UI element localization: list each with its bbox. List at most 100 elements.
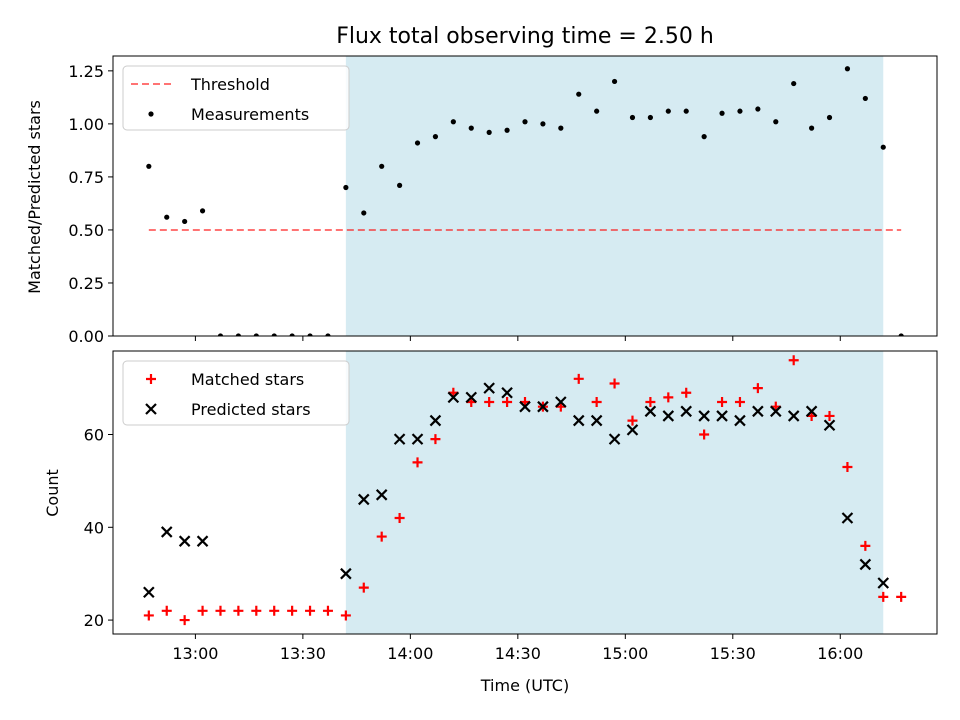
data-point xyxy=(143,610,154,621)
data-point xyxy=(178,535,191,547)
y-tick-label: 0.25 xyxy=(68,274,104,293)
data-point xyxy=(394,513,405,524)
y-tick-label: 40 xyxy=(84,518,104,537)
upper-plot-content xyxy=(146,56,904,336)
axes-frame xyxy=(112,55,938,337)
data-point xyxy=(196,535,209,547)
data-point xyxy=(752,405,764,418)
data-point xyxy=(305,605,316,616)
data-point xyxy=(251,605,262,616)
data-point xyxy=(896,591,907,602)
data-point xyxy=(358,582,369,593)
legend-label: Threshold xyxy=(190,75,270,94)
data-point xyxy=(182,218,188,225)
legend-label: Predicted stars xyxy=(191,400,311,419)
data-point xyxy=(558,125,564,131)
lower-y-axis-label: Count xyxy=(43,469,62,517)
data-point xyxy=(484,397,495,408)
data-point xyxy=(235,333,241,336)
data-point xyxy=(502,397,513,408)
data-point xyxy=(770,405,782,418)
data-point xyxy=(519,400,531,413)
data-point xyxy=(447,391,460,404)
data-point xyxy=(271,333,277,336)
data-point xyxy=(844,66,851,72)
data-point xyxy=(626,424,639,436)
data-point xyxy=(287,605,298,616)
legend-box xyxy=(122,65,350,131)
lower-plot-content xyxy=(143,351,907,634)
data-point xyxy=(665,108,671,114)
data-point xyxy=(343,184,349,191)
data-point xyxy=(322,605,333,616)
data-point xyxy=(199,208,206,214)
data-point xyxy=(269,605,280,616)
legend-label: Measurements xyxy=(191,105,309,124)
legend-matched-swatch xyxy=(146,374,156,384)
y-tick-label: 20 xyxy=(84,611,104,630)
data-point xyxy=(358,493,370,506)
data-point xyxy=(412,457,423,468)
data-point xyxy=(841,512,854,524)
data-point xyxy=(594,108,600,114)
data-point xyxy=(880,144,886,150)
upper-legend: Threshold Measurements xyxy=(122,65,350,131)
data-point xyxy=(289,333,295,336)
data-point xyxy=(143,586,155,599)
data-point xyxy=(432,134,439,140)
data-point xyxy=(862,95,868,102)
data-point xyxy=(860,540,871,551)
data-point xyxy=(859,558,872,571)
measurements-series xyxy=(146,66,904,336)
data-point xyxy=(681,387,692,398)
data-point xyxy=(752,383,763,394)
figure-title: Flux total observing time = 2.50 h xyxy=(336,24,714,49)
data-point xyxy=(465,391,478,404)
data-point xyxy=(716,410,728,422)
data-point xyxy=(522,119,528,125)
data-point xyxy=(773,119,779,125)
x-tick-label: 14:30 xyxy=(495,644,541,663)
x-axis-label: Time (UTC) xyxy=(480,676,569,695)
data-point xyxy=(483,382,495,394)
data-point xyxy=(755,106,761,112)
data-point xyxy=(734,414,746,427)
data-point xyxy=(826,114,833,121)
data-point xyxy=(898,333,904,336)
data-point xyxy=(662,410,675,422)
data-point xyxy=(430,434,441,445)
data-point xyxy=(663,392,674,403)
data-point xyxy=(217,333,224,336)
y-tick-label: 60 xyxy=(84,426,104,445)
y-tick-label: 0.75 xyxy=(68,168,104,187)
data-point xyxy=(573,373,584,384)
data-point xyxy=(414,140,421,146)
data-point xyxy=(701,134,707,140)
upper-plot-area: 0.00 0.25 0.50 0.75 1.00 1.25 Threshold Measure… xyxy=(68,55,938,346)
data-point xyxy=(146,163,152,169)
data-point xyxy=(486,129,492,135)
data-point xyxy=(164,214,170,220)
data-point xyxy=(160,526,173,538)
data-point xyxy=(877,577,890,589)
data-point xyxy=(340,610,351,621)
data-point xyxy=(645,397,656,408)
data-point xyxy=(576,91,582,97)
data-point xyxy=(375,489,388,501)
predicted-stars-series xyxy=(143,382,890,599)
data-point xyxy=(647,114,653,121)
data-point xyxy=(809,125,815,131)
legend-measurements-swatch xyxy=(148,111,154,117)
data-point xyxy=(397,182,403,188)
data-point xyxy=(842,461,853,472)
legend-label: Matched stars xyxy=(191,370,304,389)
x-tick-label: 15:00 xyxy=(602,644,648,663)
observing-window-shade xyxy=(345,56,884,336)
data-point xyxy=(629,114,636,121)
data-point xyxy=(307,333,313,336)
x-tick-label: 13:00 xyxy=(172,644,218,663)
data-point xyxy=(698,410,710,422)
x-tick-label: 15:30 xyxy=(710,644,756,663)
axes-frame xyxy=(112,350,938,635)
